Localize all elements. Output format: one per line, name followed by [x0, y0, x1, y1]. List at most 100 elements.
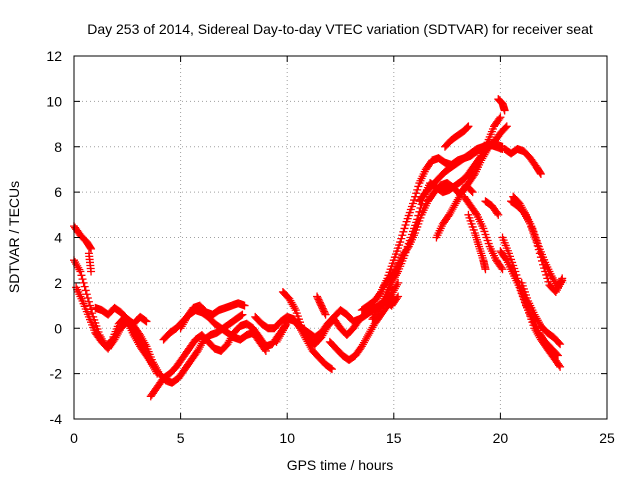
data-marks — [70, 95, 567, 401]
data-point — [84, 297, 93, 306]
data-point — [396, 238, 405, 247]
data-point — [413, 185, 422, 194]
y-tick-label: -2 — [50, 366, 63, 382]
data-point — [81, 286, 90, 295]
chart-title: Day 253 of 2014, Sidereal Day-to-day VTE… — [87, 21, 593, 37]
series-trace-25 — [500, 145, 545, 178]
data-point — [398, 231, 407, 240]
data-point — [481, 265, 490, 274]
data-point — [238, 310, 247, 319]
data-point — [141, 340, 150, 349]
data-point — [82, 290, 91, 299]
series-trace-14 — [325, 294, 398, 365]
data-point — [536, 168, 545, 177]
data-point — [397, 234, 406, 243]
y-tick-label: 2 — [54, 275, 62, 291]
data-point — [495, 114, 504, 123]
data-point — [536, 169, 545, 178]
data-point — [520, 208, 529, 217]
y-axis-label: SDTVAR / TECUs — [6, 181, 22, 293]
data-point — [327, 365, 336, 374]
data-point — [552, 350, 561, 359]
data-point — [326, 364, 335, 373]
y-tick-label: 4 — [54, 230, 62, 246]
data-point — [85, 301, 94, 310]
data-point — [78, 275, 87, 284]
y-tick-label: 12 — [46, 48, 62, 64]
data-point — [87, 267, 96, 276]
data-point — [389, 294, 398, 303]
data-point — [75, 265, 84, 274]
data-point — [414, 182, 423, 191]
series-trace-23 — [481, 197, 503, 219]
data-point — [86, 243, 95, 252]
data-point — [260, 345, 269, 354]
data-point — [462, 123, 471, 132]
x-tick-label: 20 — [493, 430, 509, 446]
data-point — [76, 267, 85, 276]
data-point — [502, 122, 511, 131]
data-point — [556, 340, 565, 349]
data-point — [494, 210, 503, 219]
x-tick-label: 0 — [70, 430, 78, 446]
data-point — [553, 351, 562, 360]
series-trace-6 — [123, 310, 247, 387]
data-point — [467, 186, 476, 195]
data-point — [411, 192, 420, 201]
series-trace-2 — [84, 249, 96, 276]
series-trace-24 — [494, 95, 509, 115]
y-tick-label: 8 — [54, 139, 62, 155]
data-point — [290, 304, 299, 313]
series-trace-21 — [460, 192, 507, 274]
x-tick-label: 5 — [177, 430, 185, 446]
y-tick-label: 0 — [54, 320, 62, 336]
series-trace-20 — [440, 122, 473, 151]
data-point — [555, 338, 564, 347]
data-point — [555, 361, 564, 370]
data-point — [556, 362, 565, 371]
series-trace-9 — [176, 299, 249, 333]
axes: 0 5 10 15 20 25 -4 -2 0 2 4 6 8 10 12 — [46, 48, 615, 446]
data-point — [240, 301, 249, 310]
data-point — [400, 224, 409, 233]
data-point — [497, 263, 506, 272]
data-point — [87, 244, 96, 253]
series-trace-22 — [464, 210, 490, 274]
series-trace-29 — [509, 192, 567, 292]
x-tick-label: 15 — [386, 430, 402, 446]
data-point — [388, 295, 397, 304]
data-point — [557, 275, 566, 284]
data-point — [496, 113, 505, 122]
x-tick-label: 10 — [279, 430, 295, 446]
data-point — [401, 221, 410, 230]
y-tick-label: 10 — [46, 93, 62, 109]
x-tick-label: 25 — [599, 430, 615, 446]
data-point — [237, 311, 246, 320]
data-point — [500, 106, 509, 115]
data-point — [321, 310, 330, 319]
data-point — [464, 122, 473, 131]
data-point — [468, 188, 477, 197]
data-point — [394, 292, 403, 301]
data-point — [408, 199, 417, 208]
series-trace-19 — [432, 122, 511, 242]
data-point — [141, 316, 150, 325]
data-point — [83, 294, 92, 302]
data-point — [412, 189, 421, 198]
series-trace-13 — [313, 292, 330, 319]
data-point — [498, 265, 507, 274]
series-trace-30 — [517, 278, 565, 349]
y-tick-label: -4 — [50, 411, 63, 427]
data-point — [501, 123, 510, 132]
data-point — [399, 227, 408, 236]
data-point — [463, 123, 472, 132]
y-tick-label: 6 — [54, 184, 62, 200]
data-point — [261, 346, 270, 355]
data-point — [320, 309, 329, 318]
x-axis-label: GPS time / hours — [287, 457, 394, 473]
series-trace-1 — [70, 222, 96, 253]
data-point — [79, 278, 88, 287]
data-point — [558, 274, 567, 283]
